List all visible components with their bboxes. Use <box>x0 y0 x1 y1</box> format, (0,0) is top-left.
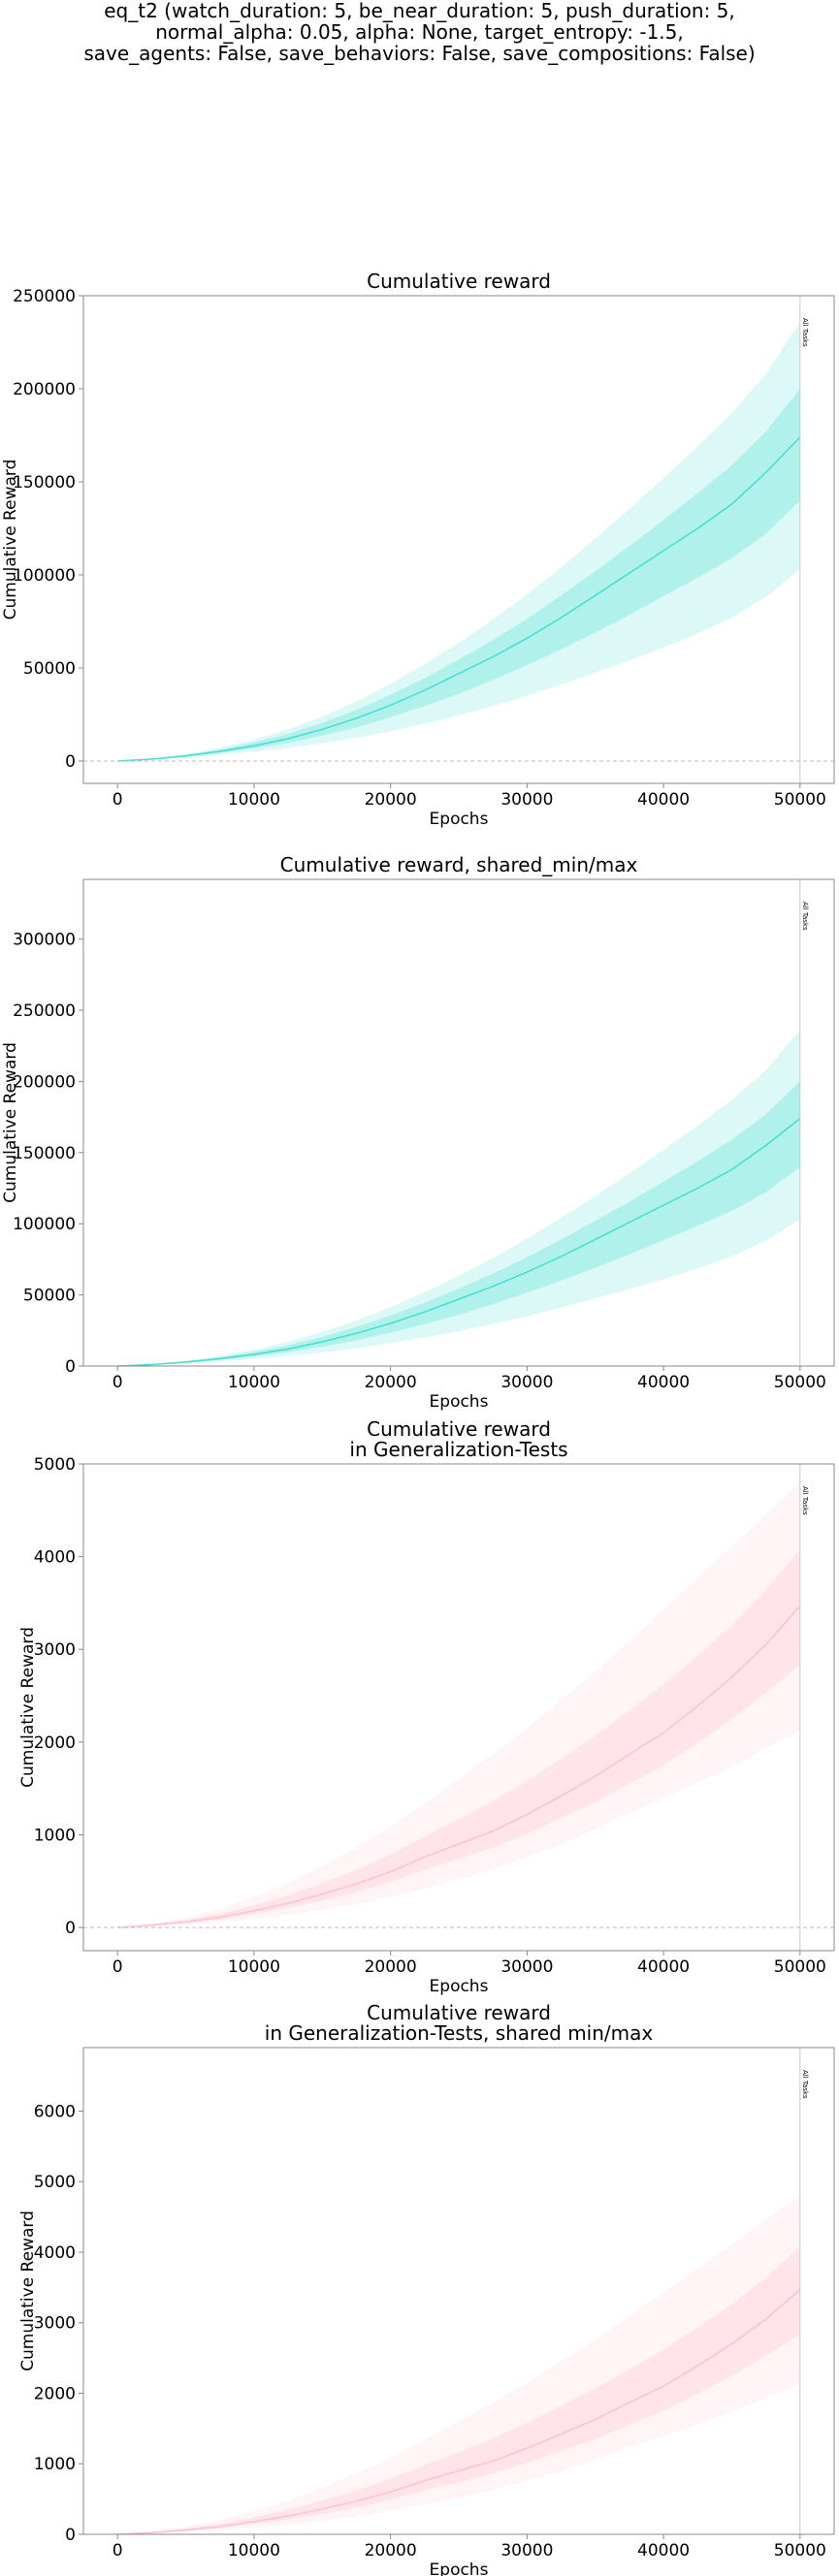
x-tick-label: 50000 <box>774 790 826 810</box>
mean-line <box>117 2288 801 2535</box>
y-tick-label: 4000 <box>34 2243 76 2263</box>
mean-line <box>117 1118 801 1367</box>
suptitle-line: eq_t2 (watch_duration: 5, be_near_durati… <box>104 0 735 22</box>
y-tick-label: 200000 <box>13 380 76 399</box>
x-tick-label: 20000 <box>365 1373 417 1392</box>
chart-title: Cumulative reward <box>367 1417 551 1441</box>
suptitle-line: normal_alpha: 0.05, alpha: None, target_… <box>155 20 684 44</box>
x-tick-label: 20000 <box>365 2541 417 2560</box>
plot-frame <box>82 1463 835 1952</box>
x-tick-label: 20000 <box>365 790 417 810</box>
x-tick-label: 40000 <box>637 1957 690 1977</box>
min-max-band <box>117 2195 800 2534</box>
y-axis-label: Cumulative Reward <box>1 460 20 620</box>
chart-title: in Generalization-Tests <box>349 1438 567 1461</box>
plot-frame <box>82 295 835 784</box>
x-tick-label: 0 <box>113 2541 123 2560</box>
task-boundary-label: All Tasks <box>801 318 809 347</box>
x-axis-label: Epochs <box>430 1392 489 1412</box>
y-tick-label: 250000 <box>13 287 76 306</box>
y-tick-label: 0 <box>65 2526 76 2545</box>
figure-suptitle: eq_t2 (watch_duration: 5, be_near_durati… <box>0 0 839 64</box>
y-tick-label: 100000 <box>13 1215 76 1234</box>
y-tick-label: 3000 <box>34 1640 76 1660</box>
x-tick-label: 10000 <box>228 2541 280 2560</box>
x-tick-label: 50000 <box>774 1957 826 1977</box>
suptitle-line: save_agents: False, save_behaviors: Fals… <box>83 42 756 65</box>
x-tick-label: 40000 <box>637 790 690 810</box>
mean-line <box>117 436 801 762</box>
min-max-band <box>117 1030 800 1366</box>
x-tick-label: 50000 <box>774 1373 826 1392</box>
y-tick-label: 100000 <box>13 566 76 586</box>
y-tick-label: 0 <box>65 1919 76 1938</box>
x-tick-label: 50000 <box>774 2541 826 2560</box>
x-tick-label: 0 <box>113 790 123 810</box>
chart-title: Cumulative reward <box>367 2001 551 2024</box>
y-axis-label: Cumulative Reward <box>18 1627 38 1788</box>
min-max-band <box>117 1482 800 1928</box>
quartile-band <box>117 389 800 761</box>
chart-title: Cumulative reward <box>367 270 551 293</box>
y-tick-label: 6000 <box>34 2102 76 2121</box>
y-tick-label: 1000 <box>34 1826 76 1845</box>
y-tick-label: 250000 <box>13 1002 76 1021</box>
x-tick-label: 10000 <box>228 790 280 810</box>
chart-panel-2: Cumulative reward, shared_min/max All Tas… <box>1 853 835 1412</box>
chart-title: in Generalization-Tests, shared min/max <box>265 2021 654 2045</box>
y-tick-label: 5000 <box>34 1455 76 1475</box>
y-tick-label: 150000 <box>13 1144 76 1163</box>
x-tick-label: 30000 <box>500 1957 553 1977</box>
y-tick-label: 3000 <box>34 2314 76 2334</box>
y-axis-label: Cumulative Reward <box>1 1042 20 1203</box>
quartile-band <box>117 2246 800 2534</box>
y-tick-label: 50000 <box>23 659 76 679</box>
x-tick-label: 30000 <box>500 2541 553 2560</box>
min-max-band <box>117 321 800 761</box>
x-tick-label: 40000 <box>637 1373 690 1392</box>
x-tick-label: 30000 <box>500 790 553 810</box>
task-boundary-label: All Tasks <box>801 902 809 931</box>
x-axis-label: Epochs <box>430 2560 489 2576</box>
y-tick-label: 150000 <box>13 473 76 493</box>
x-tick-label: 40000 <box>637 2541 690 2560</box>
x-axis-label: Epochs <box>430 810 489 829</box>
y-tick-label: 4000 <box>34 1548 76 1568</box>
quartile-band <box>117 1549 800 1928</box>
task-boundary-label: All Tasks <box>801 2070 809 2099</box>
y-tick-label: 50000 <box>23 1287 76 1306</box>
y-axis-label: Cumulative Reward <box>18 2210 38 2371</box>
x-tick-label: 10000 <box>228 1373 280 1392</box>
y-tick-label: 0 <box>65 752 76 772</box>
y-tick-label: 0 <box>65 1357 76 1377</box>
x-tick-label: 0 <box>113 1373 123 1392</box>
task-boundary-label: All Tasks <box>801 1486 809 1515</box>
x-tick-label: 0 <box>113 1957 123 1977</box>
chart-title: Cumulative reward, shared_min/max <box>280 853 638 876</box>
plot-frame <box>82 878 835 1367</box>
x-tick-label: 10000 <box>228 1957 280 1977</box>
y-tick-label: 300000 <box>13 931 76 950</box>
y-tick-label: 5000 <box>34 2173 76 2192</box>
x-axis-label: Epochs <box>430 1977 489 1996</box>
quartile-band <box>117 1081 800 1366</box>
mean-line <box>117 1605 801 1928</box>
plot-frame <box>82 2047 835 2535</box>
chart-panel-1: Cumulative reward All Tasks 0 10000 20000 300… <box>1 270 835 829</box>
y-tick-label: 2000 <box>34 1733 76 1753</box>
x-tick-label: 20000 <box>365 1957 417 1977</box>
y-tick-label: 1000 <box>34 2455 76 2474</box>
y-tick-label: 2000 <box>34 2384 76 2403</box>
y-tick-label: 200000 <box>13 1072 76 1092</box>
x-tick-label: 30000 <box>500 1373 553 1392</box>
